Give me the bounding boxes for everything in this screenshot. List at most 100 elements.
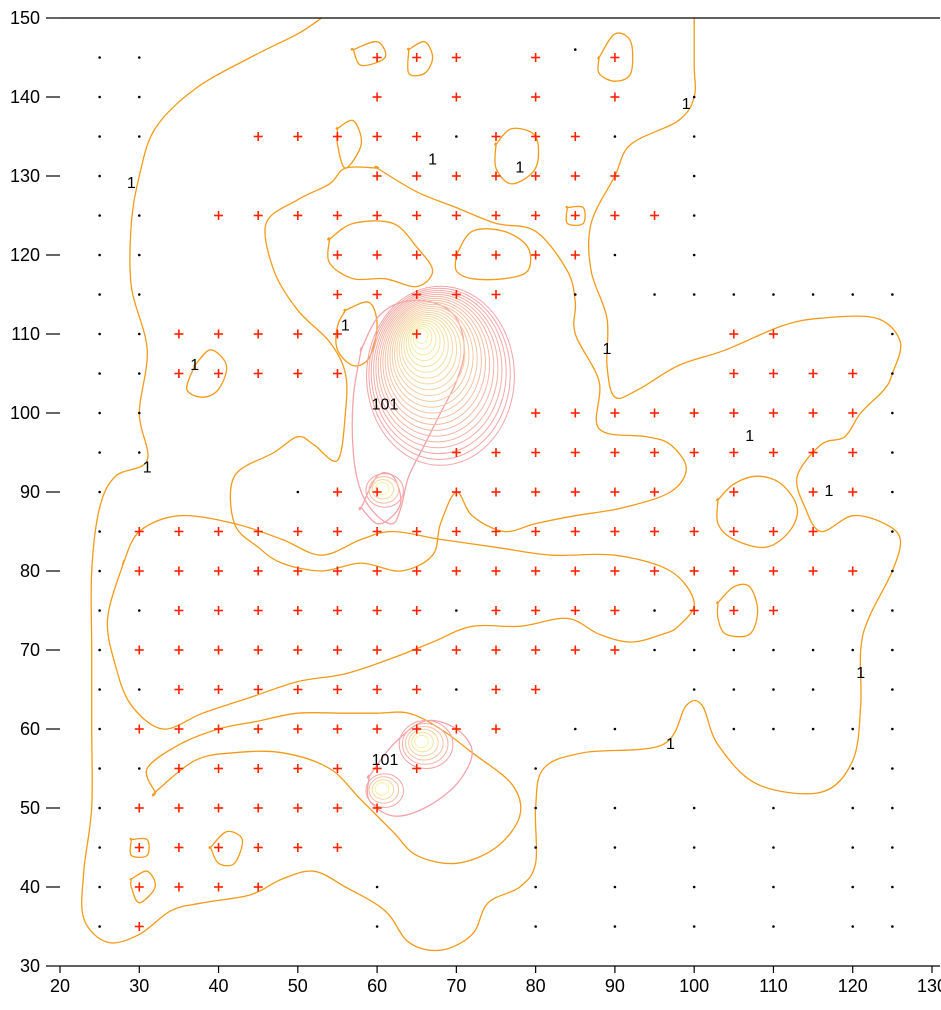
contour-label-8: 1 xyxy=(824,483,833,500)
plus-point-28 xyxy=(372,211,382,220)
plus-point-91 xyxy=(610,487,620,497)
dot-point-87 xyxy=(692,806,696,810)
contour-peak-ring-3-1 xyxy=(374,782,390,796)
plus-point-203 xyxy=(134,922,144,931)
contour-line-1-17 xyxy=(208,830,244,867)
x-tick-label-0: 20 xyxy=(50,976,70,996)
marker-layer xyxy=(98,48,894,931)
plus-point-193 xyxy=(134,843,144,852)
y-tick-label-9: 120 xyxy=(10,245,40,265)
plus-point-127 xyxy=(650,566,660,576)
plus-point-86 xyxy=(372,487,382,497)
plus-point-54 xyxy=(729,329,739,339)
dot-point-108 xyxy=(534,925,537,928)
plus-point-128 xyxy=(689,566,699,576)
plus-point-1 xyxy=(412,53,422,62)
dot-point-60 xyxy=(811,648,815,652)
plus-point-138 xyxy=(372,606,382,615)
plus-point-42 xyxy=(570,250,580,260)
plus-point-76 xyxy=(531,448,541,457)
plus-point-60 xyxy=(332,369,342,378)
dot-point-19 xyxy=(692,253,696,257)
plus-point-94 xyxy=(808,487,818,497)
plus-point-38 xyxy=(412,250,422,260)
contour-peak-ring-0-14 xyxy=(384,301,482,420)
contour-label-1: 1 xyxy=(682,96,691,113)
dot-point-71 xyxy=(98,727,101,731)
contour-peak-ring-2-3 xyxy=(408,728,439,757)
plus-point-196 xyxy=(253,843,263,852)
plus-point-99 xyxy=(253,527,263,536)
plus-point-41 xyxy=(531,250,541,260)
plus-point-194 xyxy=(174,843,184,852)
plus-point-39 xyxy=(451,250,461,260)
contour-label-9: 1 xyxy=(856,665,865,682)
plus-point-36 xyxy=(332,250,342,260)
plus-point-105 xyxy=(491,527,501,536)
y-tick-label-8: 110 xyxy=(11,324,40,344)
dot-point-38 xyxy=(891,411,894,415)
dot-point-65 xyxy=(455,688,458,691)
dot-point-4 xyxy=(137,95,141,99)
dot-point-105 xyxy=(891,885,894,889)
plus-point-71 xyxy=(768,408,778,418)
dot-point-66 xyxy=(692,688,696,691)
contour-peak-ring-0-13 xyxy=(387,303,478,414)
plus-point-67 xyxy=(610,408,620,418)
plus-point-57 xyxy=(214,369,224,378)
plus-point-17 xyxy=(372,171,382,181)
y-tick-label-2: 50 xyxy=(20,798,40,818)
plus-point-25 xyxy=(253,211,263,220)
plus-point-136 xyxy=(293,606,303,615)
plus-point-112 xyxy=(768,527,778,536)
x-tick-label-6: 80 xyxy=(526,976,546,996)
plus-point-192 xyxy=(372,803,382,813)
plus-point-9 xyxy=(253,132,263,141)
plus-point-139 xyxy=(412,606,422,615)
plus-point-183 xyxy=(332,764,342,773)
plus-point-19 xyxy=(451,171,461,181)
contour-label-layer: 1 1 1 1 1 1 1 1 1 1 1 1 101 101 xyxy=(127,96,865,769)
contour-line-1-3 xyxy=(145,711,522,865)
contour-peak-ring-0-11 xyxy=(391,307,470,402)
contour-peak-ring-3-2 xyxy=(371,779,395,800)
dot-point-99 xyxy=(375,885,379,889)
plus-point-3 xyxy=(531,53,541,62)
plus-point-102 xyxy=(372,527,382,536)
plus-point-150 xyxy=(253,645,263,655)
plus-point-44 xyxy=(372,290,382,299)
contour-peak-ring-1-4 xyxy=(365,473,405,508)
dot-point-27 xyxy=(811,293,815,296)
plus-point-2 xyxy=(451,53,461,62)
plus-point-48 xyxy=(174,329,184,339)
dot-point-2 xyxy=(573,48,577,51)
contour-line-1-4 xyxy=(327,220,434,288)
dot-point-92 xyxy=(534,846,537,849)
dot-point-112 xyxy=(851,925,855,928)
plus-point-108 xyxy=(610,527,620,536)
plus-point-125 xyxy=(570,566,580,576)
dot-point-36 xyxy=(98,411,101,415)
dot-point-106 xyxy=(98,925,101,928)
plus-point-45 xyxy=(412,290,422,299)
plus-point-27 xyxy=(332,211,342,220)
plus-point-190 xyxy=(293,803,303,813)
plus-point-169 xyxy=(134,724,144,734)
plus-point-33 xyxy=(570,211,580,220)
dot-point-67 xyxy=(732,688,736,691)
plus-point-107 xyxy=(570,527,580,536)
contour-peak-ring-1-3 xyxy=(368,476,400,504)
plus-point-96 xyxy=(134,527,144,536)
plus-point-109 xyxy=(650,527,660,536)
plus-point-29 xyxy=(412,211,422,220)
plus-point-146 xyxy=(768,606,778,615)
contour-line-1-10 xyxy=(597,32,634,82)
contour-peak-ring-3-4 xyxy=(365,773,405,808)
plus-point-100 xyxy=(293,527,303,536)
contour-peak-ring-1-2 xyxy=(371,479,395,500)
plus-point-22 xyxy=(570,171,580,181)
plus-point-40 xyxy=(491,250,501,260)
plus-point-199 xyxy=(134,882,144,892)
plus-point-159 xyxy=(610,645,620,655)
